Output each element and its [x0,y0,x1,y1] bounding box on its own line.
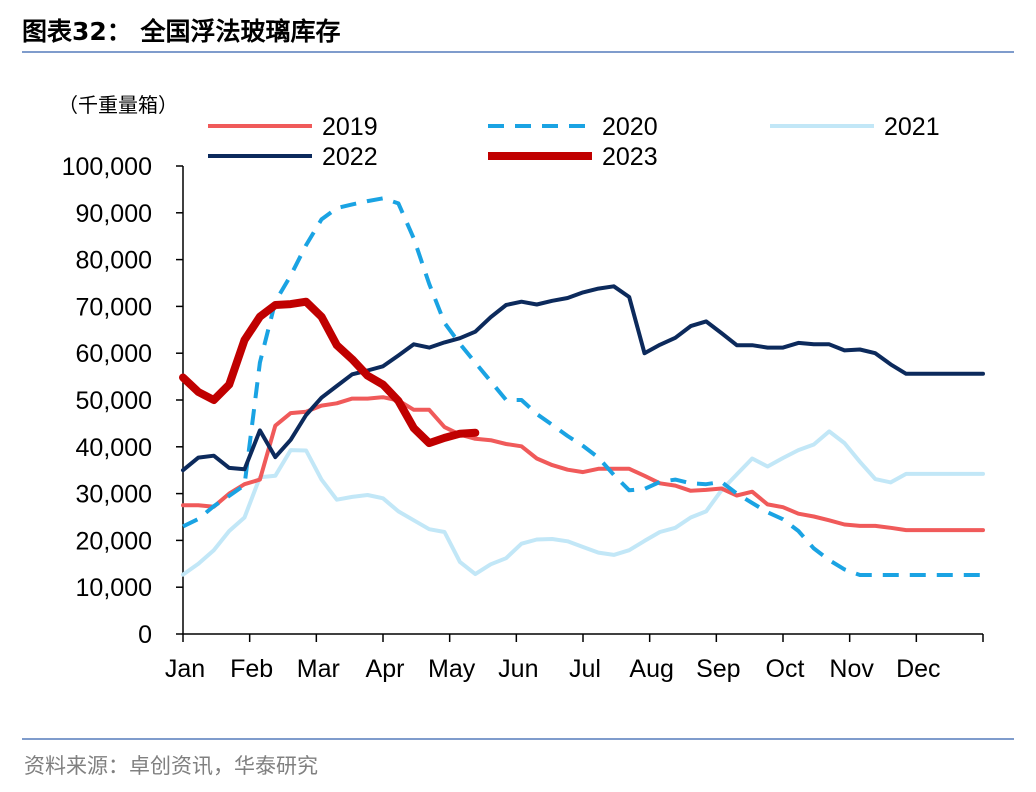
y-tick-label: 80,000 [76,247,152,275]
x-tick-label: Mar [297,655,340,683]
source-note: 资料来源：卓创资讯，华泰研究 [24,754,318,778]
y-tick-label: 20,000 [76,527,152,555]
x-tick-label: Nov [829,655,874,683]
y-tick-label: 50,000 [76,387,152,415]
y-tick-label: 60,000 [76,340,152,368]
y-tick-label: 30,000 [76,481,152,509]
x-tick-label: May [428,655,476,683]
y-tick-label: 100,000 [62,153,152,181]
y-tick-label: 0 [138,621,152,649]
legend-label-2021: 2021 [884,113,940,141]
series-line-2020 [182,196,983,577]
x-tick-label: Oct [766,655,805,683]
y-tick-label: 70,000 [76,293,152,321]
series-line-2021 [181,429,985,577]
chart-legend: 2019 2020 2021 2022 2023 [208,113,940,171]
x-tick-label: Jun [498,655,538,683]
y-tick-label: 10,000 [76,574,152,602]
legend-label-2023: 2023 [602,143,658,171]
series-line-2019 [181,395,985,533]
title-divider [22,51,1014,53]
series-line-2022 [181,284,985,473]
x-tick-label: Feb [230,655,273,683]
x-tick-label: Aug [629,655,673,683]
footer-divider [22,738,1014,740]
x-tick-label: Jul [569,655,601,683]
legend-label-2019: 2019 [322,113,378,141]
series-layer [179,196,985,577]
chart-axes: 0 10,000 20,000 30,000 40,000 50,000 60,000 70,… [62,153,984,683]
figure-title: 图表32： 全国浮法玻璃库存 [22,17,341,46]
legend-label-2022: 2022 [322,143,378,171]
x-tick-label: Sep [696,655,740,683]
x-tick-label: Jan [165,655,205,683]
y-tick-label: 40,000 [76,434,152,462]
y-axis-unit-label: （千重量箱） [58,93,178,117]
series-line-2023 [179,297,480,448]
x-tick-label: Dec [896,655,940,683]
x-tick-label: Apr [366,655,405,683]
y-tick-label: 90,000 [76,200,152,228]
legend-label-2020: 2020 [602,113,658,141]
